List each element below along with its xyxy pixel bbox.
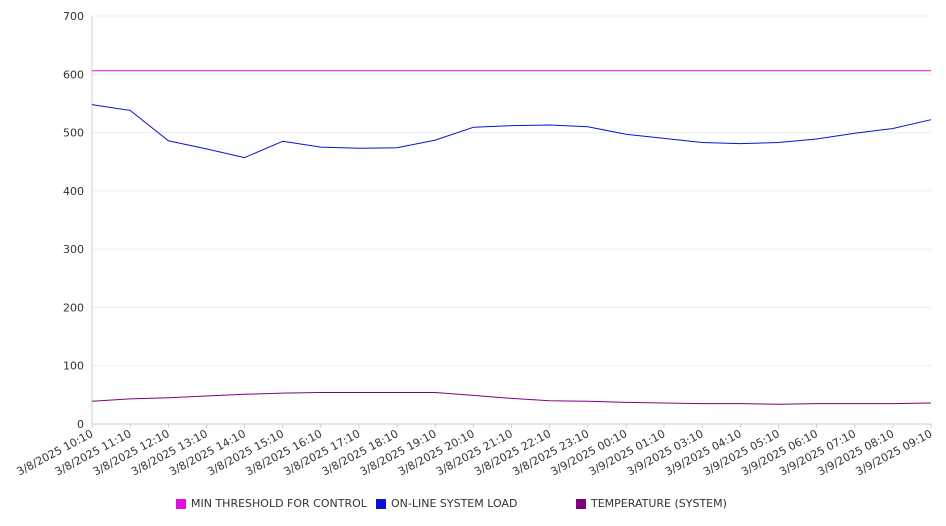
y-tick-label: 400 bbox=[63, 185, 84, 198]
legend-swatch bbox=[376, 498, 386, 509]
y-tick-label: 300 bbox=[63, 243, 84, 256]
legend-label: MIN THRESHOLD FOR CONTROL bbox=[191, 497, 367, 510]
y-axis-tick-labels: 0 100 200 300 400 500 600 700 bbox=[63, 10, 84, 431]
legend-item: TEMPERATURE (SYSTEM) bbox=[576, 497, 727, 510]
axes bbox=[91, 16, 932, 428]
y-tick-label: 600 bbox=[63, 68, 84, 81]
series-lines bbox=[91, 70, 932, 405]
line-chart: 0 100 200 300 400 500 600 700 3/8/2025 10:103/8… bbox=[15, 10, 935, 478]
legend-swatch bbox=[176, 498, 186, 509]
y-tick-label: 200 bbox=[63, 301, 84, 314]
y-tick-label: 0 bbox=[77, 418, 84, 431]
legend-swatch bbox=[576, 498, 586, 509]
y-tick-label: 100 bbox=[63, 360, 84, 373]
legend: MIN THRESHOLD FOR CONTROL ON-LINE SYSTEM … bbox=[0, 497, 946, 515]
legend-label: TEMPERATURE (SYSTEM) bbox=[591, 497, 727, 510]
legend-item: MIN THRESHOLD FOR CONTROL bbox=[176, 497, 367, 510]
legend-label: ON-LINE SYSTEM LOAD bbox=[391, 497, 518, 510]
x-axis-tick-labels: 3/8/2025 10:103/8/2025 11:103/8/2025 12:… bbox=[15, 427, 935, 478]
gridlines bbox=[92, 15, 931, 425]
y-tick-label: 700 bbox=[63, 10, 84, 23]
y-tick-label: 500 bbox=[63, 127, 84, 140]
series-line-3 bbox=[91, 392, 932, 405]
legend-item: ON-LINE SYSTEM LOAD bbox=[376, 497, 517, 510]
series-line-2 bbox=[91, 104, 932, 159]
